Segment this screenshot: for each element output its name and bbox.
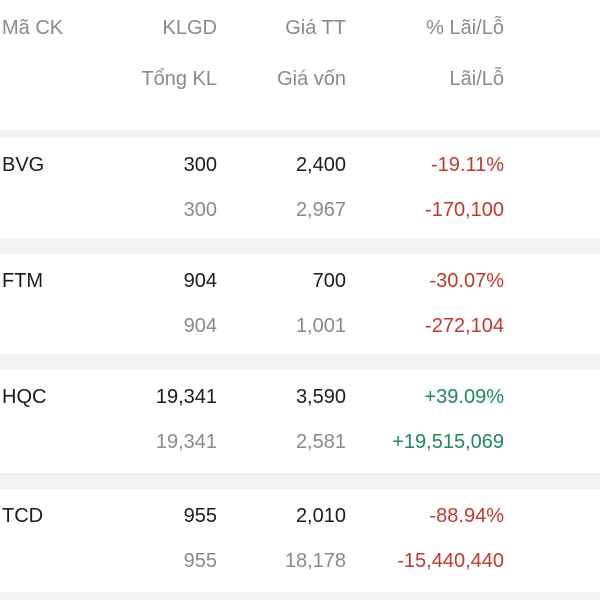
row-separator bbox=[0, 592, 600, 600]
pl-value: -15,440,440 bbox=[397, 550, 504, 572]
cost-price: 2,581 bbox=[295, 431, 346, 453]
pl-percent: -88.94% bbox=[429, 505, 505, 527]
header-pl-percent[interactable]: % Lãi/Lỗ bbox=[426, 17, 504, 39]
total-volume: 904 bbox=[183, 315, 217, 337]
market-price: 3,590 bbox=[295, 386, 346, 408]
cost-price: 18,178 bbox=[284, 550, 346, 572]
pl-value: -170,100 bbox=[425, 199, 504, 221]
holding-row-ftm[interactable]: FTM 904 904 700 1,001 -30.07% -272,104 bbox=[0, 254, 600, 354]
holding-row-tcd[interactable]: TCD 955 955 2,010 18,178 -88.94% -15,440… bbox=[0, 489, 600, 600]
cost-price: 2,967 bbox=[295, 199, 346, 221]
total-volume: 300 bbox=[183, 199, 217, 221]
market-price: 2,010 bbox=[295, 505, 346, 527]
symbol: TCD bbox=[2, 505, 44, 527]
header-total-volume[interactable]: Tổng KL bbox=[141, 68, 217, 90]
trade-volume: 955 bbox=[183, 505, 217, 527]
trade-volume: 300 bbox=[183, 154, 217, 176]
trade-volume: 19,341 bbox=[155, 386, 217, 408]
symbol: BVG bbox=[2, 154, 45, 176]
trade-volume: 904 bbox=[183, 270, 217, 292]
header-symbol[interactable]: Mã CK bbox=[2, 17, 64, 39]
symbol: FTM bbox=[2, 270, 44, 292]
header-trade-volume[interactable]: KLGD bbox=[162, 17, 217, 39]
pl-value: -272,104 bbox=[425, 315, 504, 337]
market-price: 700 bbox=[312, 270, 346, 292]
header-market-price[interactable]: Giá TT bbox=[285, 17, 346, 39]
row-separator bbox=[0, 130, 600, 138]
holding-row-bvg[interactable]: BVG 300 300 2,400 2,967 -19.11% -170,100 bbox=[0, 138, 600, 238]
cost-price: 1,001 bbox=[295, 315, 346, 337]
row-separator bbox=[0, 354, 600, 370]
table-header: Mã CK KLGD Tổng KL Giá TT Giá vốn % Lãi/… bbox=[0, 0, 600, 130]
total-volume: 19,341 bbox=[155, 431, 217, 453]
pl-percent: +39.09% bbox=[424, 386, 504, 408]
pl-value: +19,515,069 bbox=[392, 431, 504, 453]
row-separator bbox=[0, 238, 600, 254]
row-separator bbox=[0, 473, 600, 489]
header-pl-value[interactable]: Lãi/Lỗ bbox=[449, 68, 505, 90]
header-cost-price[interactable]: Giá vốn bbox=[277, 68, 346, 90]
total-volume: 955 bbox=[183, 550, 217, 572]
pl-percent: -30.07% bbox=[429, 270, 505, 292]
holding-row-hqc[interactable]: HQC 19,341 19,341 3,590 2,581 +39.09% +1… bbox=[0, 370, 600, 473]
pl-percent: -19.11% bbox=[430, 154, 504, 176]
market-price: 2,400 bbox=[295, 154, 346, 176]
symbol: HQC bbox=[2, 386, 47, 408]
